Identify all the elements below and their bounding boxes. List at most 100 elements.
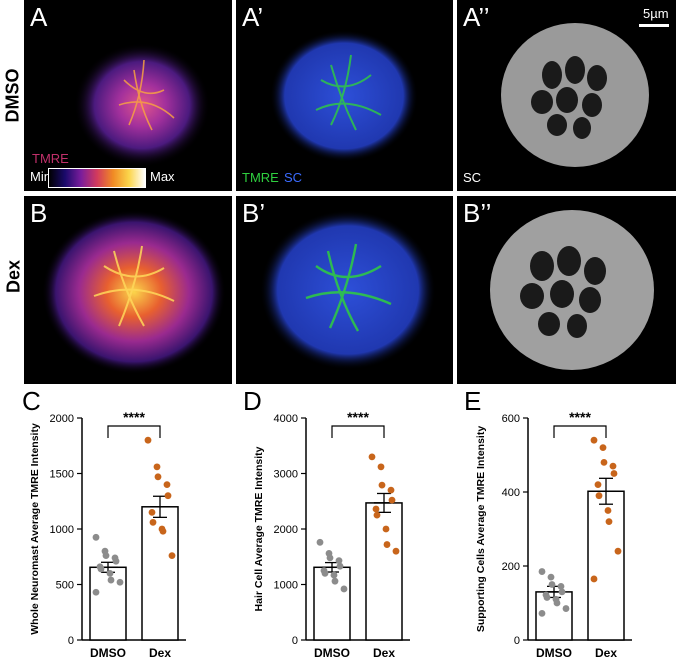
bar: [587, 490, 625, 641]
data-point: [605, 518, 613, 525]
y-axis-label: Whole Neuromast Average TMRE Intensity: [29, 423, 41, 635]
data-point: [335, 557, 343, 565]
colorbar-min-label: Min: [30, 169, 51, 184]
data-point: [373, 511, 381, 519]
data-point: [590, 436, 598, 444]
data-point: [553, 599, 561, 607]
data-point: [372, 505, 380, 513]
data-point: [368, 453, 376, 461]
x-tick-label: DMSO: [536, 646, 572, 660]
y-tick-label: 0: [292, 635, 298, 647]
data-point: [102, 552, 110, 560]
row-label-dmso: DMSO: [2, 68, 23, 123]
data-point: [547, 573, 555, 581]
y-tick-label: 200: [502, 561, 520, 573]
y-tick-label: 1000: [274, 580, 298, 592]
data-point: [562, 605, 570, 612]
y-tick-label: 400: [502, 487, 520, 499]
data-point: [316, 538, 324, 546]
data-point: [321, 570, 329, 577]
data-point: [557, 582, 565, 590]
data-point: [604, 507, 612, 514]
data-point: [392, 547, 400, 555]
data-point: [168, 552, 176, 560]
data-point: [377, 463, 385, 471]
x-tick-label: DMSO: [90, 646, 126, 660]
row-label-dex: Dex: [3, 259, 24, 294]
panel-a2-sc: A’’ 5µm SC: [457, 0, 676, 191]
y-tick-label: 1000: [50, 524, 74, 536]
y-axis-label: Supporting Cells Average TMRE Intensity: [475, 426, 487, 632]
data-point: [594, 481, 602, 488]
data-point: [116, 578, 124, 586]
y-tick-label: 0: [68, 635, 74, 647]
sc-image: [501, 23, 649, 167]
tmre-heatmap-image: [74, 43, 210, 167]
data-point: [538, 568, 546, 575]
data-point: [159, 527, 167, 535]
chart-c-svg: 0 500 1000 1500 2000 Whole Neuromast Average …: [29, 409, 186, 660]
intensity-colorbar: [48, 168, 146, 188]
panel-b2-sc: B’’: [457, 196, 676, 384]
bar: [365, 502, 403, 641]
panel-b-tmre-heatmap: B: [24, 196, 232, 384]
y-axis-label: Hair Cell Average TMRE Intensity: [253, 446, 265, 611]
y-tick-label: 0: [514, 635, 520, 647]
chart-d-svg: 0 1000 2000 3000 4000 Hair Cell Average TMRE …: [253, 409, 410, 660]
panel-label-a2: A’’: [463, 2, 490, 32]
data-point: [153, 463, 161, 471]
significance-bracket: [331, 425, 385, 438]
y-tick-label: 600: [502, 413, 520, 425]
panel-label-a1: A’: [242, 2, 264, 32]
panel-label-b1: B’: [242, 198, 266, 228]
data-point: [538, 609, 546, 617]
data-point: [330, 571, 338, 579]
significance-bracket: [107, 425, 161, 438]
bar: [89, 566, 127, 641]
sc-label: SC: [463, 170, 482, 185]
data-point: [336, 562, 344, 570]
data-point: [112, 557, 120, 565]
data-point: [163, 481, 171, 488]
scalebar: [639, 24, 669, 27]
chart-d: 0 1000 2000 3000 4000 Hair Cell Average TMRE …: [244, 400, 464, 665]
significance-label: ****: [347, 409, 369, 425]
significance-bracket: [553, 425, 607, 438]
colorbar-max-label: Max: [150, 169, 175, 184]
panel-label-b: B: [30, 198, 48, 228]
panel-b1-merge: B’: [236, 196, 453, 384]
tmre-label: TMRE: [32, 151, 69, 166]
data-point: [97, 565, 105, 573]
sc-image: [490, 210, 654, 370]
data-point: [558, 588, 566, 596]
data-point: [382, 525, 390, 533]
scalebar-label: 5µm: [643, 6, 669, 21]
data-point: [610, 470, 618, 477]
data-point: [154, 473, 162, 481]
bar: [313, 566, 351, 641]
panel-label-e: E: [464, 386, 482, 416]
y-tick-label: 500: [56, 580, 74, 592]
x-tick-label: DMSO: [314, 646, 350, 660]
significance-label: ****: [123, 409, 145, 425]
chart-e: 0 200 400 600 Supporting Cells Average TMRE …: [468, 400, 676, 665]
data-point: [326, 554, 334, 562]
data-point: [590, 575, 598, 583]
data-point: [106, 570, 114, 577]
panel-a-tmre-heatmap: A TMRE Min Max: [24, 0, 232, 191]
data-point: [92, 588, 100, 596]
merge-sc-label: SC: [284, 170, 303, 185]
data-point: [614, 547, 622, 555]
x-tick-label: Dex: [373, 646, 395, 660]
merge-image: [270, 30, 418, 162]
x-tick-label: Dex: [595, 646, 617, 660]
y-tick-label: 2000: [50, 413, 74, 425]
data-point: [595, 492, 603, 500]
y-tick-label: 2000: [274, 524, 298, 536]
data-point: [543, 594, 551, 601]
data-point: [599, 444, 607, 451]
data-point: [600, 459, 608, 466]
panel-a1-merge: A’ TMRE SC: [236, 0, 453, 191]
data-point: [383, 541, 391, 548]
tmre-heatmap-image: [42, 210, 226, 374]
